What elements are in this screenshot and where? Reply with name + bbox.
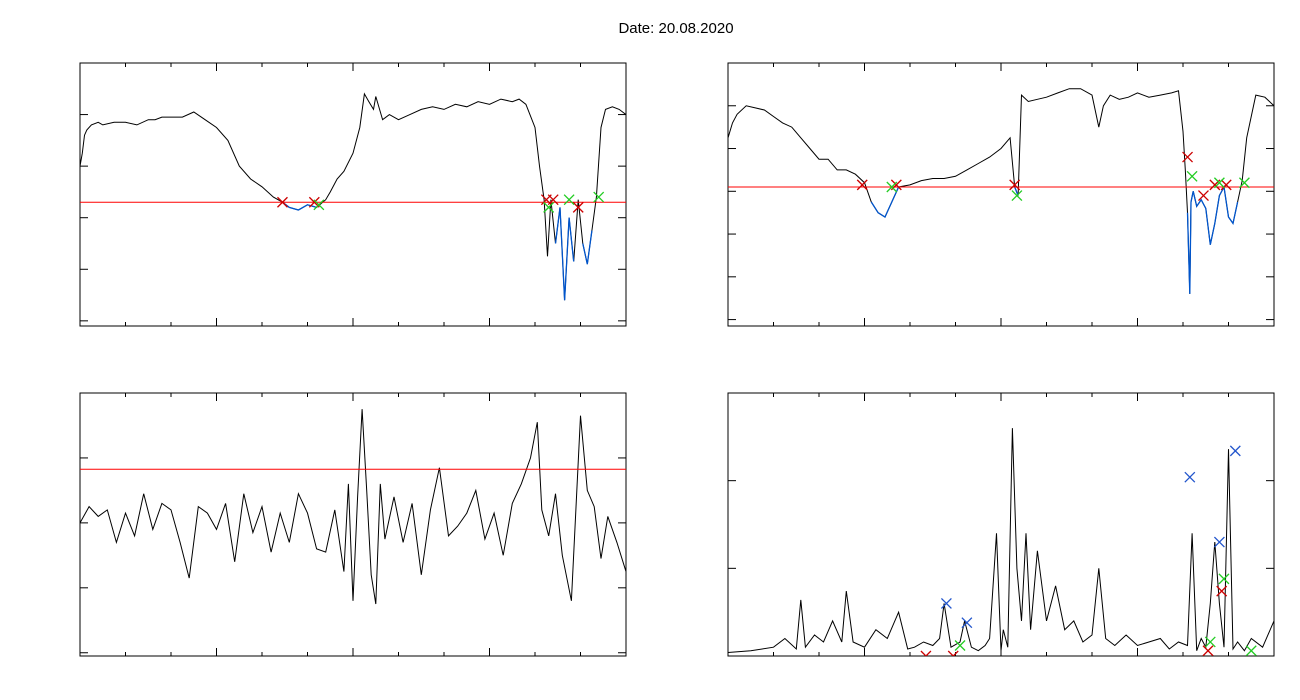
marker-green-stroke-b [563,194,575,206]
panel-hor-power [727,392,1275,657]
marker-blue-stroke-b [1213,536,1225,548]
marker-green-stroke-b [886,181,898,193]
marker-red [572,201,584,213]
plot-area [80,409,626,605]
series-line [728,428,1274,653]
panel-il-ppn-nal [727,62,1275,327]
series-below-threshold [870,186,900,218]
marker-green-stroke-b [954,640,966,651]
marker-red [1198,190,1209,202]
marker-green [313,199,325,211]
series-line [80,409,626,605]
plot-frame [727,392,1275,657]
marker-red [856,179,868,191]
marker-green-stroke-b [1186,170,1198,182]
marker-red-stroke-a [920,650,927,656]
marker-green-stroke-b [1011,190,1023,202]
marker-green-stroke-b [1213,177,1225,189]
marker-blue [961,617,973,629]
marker-red-stroke-b [1182,151,1194,163]
plot-frame [79,392,627,657]
panel-il-ppn-sor [79,62,627,327]
series-below-threshold [554,207,575,301]
marker-green-stroke-b [1238,177,1250,189]
marker-red [1009,179,1021,191]
marker-red [1202,645,1214,656]
marker-blue-stroke-b [1229,445,1241,457]
marker-blue-stroke-b [961,617,973,629]
marker-red [1220,179,1232,191]
marker-red-stroke-b [277,196,288,208]
marker-red [947,650,959,656]
marker-red [1182,151,1194,163]
marker-blue [1229,445,1241,457]
marker-green [1218,573,1230,585]
marker-red-stroke-b [925,650,932,656]
marker-green [593,191,605,203]
marker-blue-stroke-b [1184,471,1196,483]
marker-red-stroke-b [572,201,584,213]
marker-red [1216,585,1228,597]
marker-green [954,640,966,651]
marker-green-stroke-b [1245,645,1257,656]
marker-red-stroke-b [1202,645,1214,656]
marker-red-stroke-b [952,650,959,656]
marker-red [920,650,932,656]
marker-blue [940,597,952,609]
series-below-threshold [1186,184,1239,294]
panel-deltax [79,392,627,657]
marker-green-stroke-b [1204,636,1216,648]
plot-frame [79,62,627,327]
marker-green-stroke-b [1218,573,1230,585]
plot-area [728,428,1274,656]
marker-green [1245,645,1257,656]
series-line [728,88,1274,294]
series-below-threshold [582,230,593,265]
marker-red-stroke-a [947,650,955,656]
marker-blue [1213,536,1225,548]
marker-green [563,194,575,206]
marker-red-stroke-b [308,196,320,208]
marker-red-stroke-b [1198,190,1209,202]
marker-red-stroke-b [547,194,559,206]
figure-title: Date: 20.08.2020 [618,20,733,37]
marker-green [1213,177,1225,189]
marker-green [886,181,898,193]
marker-green [1186,170,1198,182]
marker-red [277,196,288,208]
marker-red [547,194,559,206]
series-below-threshold [282,201,317,211]
marker-blue-stroke-b [940,597,952,609]
marker-red-stroke-b [1220,179,1232,191]
marker-red-stroke-b [1216,585,1228,597]
marker-green-stroke-b [313,199,325,211]
marker-green [543,201,555,213]
marker-green [1204,636,1216,648]
marker-green-stroke-b [543,201,555,213]
marker-red-stroke-b [1009,179,1021,191]
marker-green [1238,177,1250,189]
marker-green-stroke-b [593,191,605,203]
plot-area [80,92,626,301]
marker-blue [1184,471,1196,483]
plot-area [728,88,1274,294]
marker-green [1011,190,1023,202]
marker-red-stroke-b [856,179,868,191]
